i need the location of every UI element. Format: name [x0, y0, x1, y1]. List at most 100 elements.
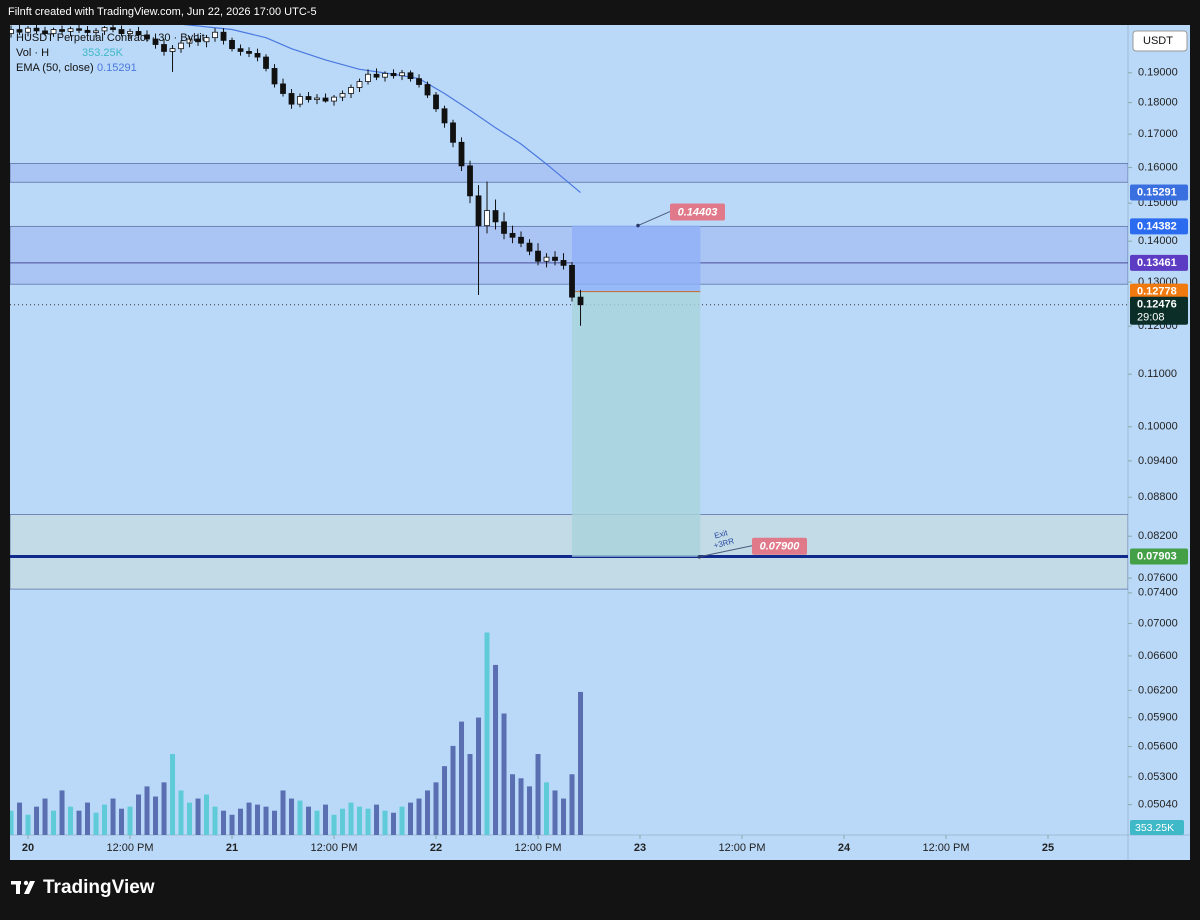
volume-bar [365, 808, 371, 835]
candle-body [373, 73, 380, 78]
volume-bar [110, 798, 116, 835]
price-badge [1130, 184, 1188, 201]
y-tick-label: 0.17000 [1138, 128, 1178, 140]
volume-bar [212, 806, 218, 835]
candle-body [305, 96, 312, 100]
volume-bar [433, 782, 439, 835]
candle-body [509, 232, 516, 238]
volume-bar [280, 790, 286, 835]
candle-body [356, 81, 363, 88]
volume-bar [10, 810, 14, 835]
candle-body [280, 83, 286, 94]
candle-body [10, 29, 14, 34]
volume-bar [221, 810, 227, 835]
price-badge-label: 0.12778 [1137, 285, 1177, 297]
volume-bar [102, 804, 108, 835]
y-tick-label: 0.05040 [1138, 799, 1178, 811]
x-tick-label: 25 [1042, 842, 1054, 854]
y-tick-label: 0.06600 [1138, 650, 1178, 662]
volume-bar [527, 786, 533, 835]
y-tick-label: 0.10000 [1138, 421, 1178, 433]
candle-body [212, 31, 218, 39]
x-tick-label: 12:00 PM [922, 842, 969, 854]
candle-body [186, 38, 193, 44]
volume-bar [25, 814, 31, 835]
candle-body [152, 38, 159, 45]
candle-body [339, 93, 346, 98]
y-tick-label: 0.05900 [1138, 712, 1178, 724]
candle-body [118, 29, 125, 34]
volume-bar [425, 790, 431, 835]
candle-body [271, 68, 278, 85]
volume-bar [501, 713, 507, 835]
candle-body [254, 52, 261, 58]
candle-body [229, 39, 235, 50]
volume-bar [17, 802, 23, 835]
volume-bar [263, 806, 269, 835]
candle-body [552, 256, 558, 261]
volume-bar [42, 798, 48, 835]
volume-bar [399, 806, 405, 835]
volume-bar [238, 808, 244, 835]
volume-bar [204, 794, 210, 835]
countdown-label: 29:08 [1137, 312, 1165, 324]
position-stop-zone [572, 225, 701, 292]
volume-bar [272, 810, 278, 835]
y-tick-label: 0.05300 [1138, 771, 1178, 783]
last-price-label: 0.12476 [1137, 299, 1177, 311]
header-text: Filnft created with TradingView.com, Jun… [8, 6, 317, 18]
zone [10, 225, 1128, 285]
x-tick-label: 12:00 PM [106, 842, 153, 854]
candle-body [484, 210, 490, 227]
volume-bar [229, 814, 235, 835]
brand-logo [11, 880, 35, 894]
volume-bar [459, 721, 465, 835]
y-tick-label: 0.07400 [1138, 587, 1178, 599]
zone [10, 514, 1128, 590]
position-anchor [697, 554, 702, 559]
volume-bar [323, 804, 329, 835]
candle-body [314, 97, 320, 100]
position-label: 0.07900 [760, 541, 801, 553]
candle-body [518, 236, 524, 244]
candle-body [433, 94, 439, 110]
legend-ema-value: 0.15291 [97, 62, 137, 74]
candle-body [467, 165, 473, 197]
candle-body [84, 29, 91, 33]
y-tick-label: 0.16000 [1138, 161, 1178, 173]
volume-bar [374, 804, 380, 835]
position-note: Exit [713, 528, 729, 540]
candle-body [161, 44, 167, 52]
volume-bar [340, 808, 346, 835]
candle-body [59, 29, 65, 32]
candle-body [25, 27, 31, 33]
candle-body [127, 31, 133, 34]
y-tick-label: 0.07600 [1138, 572, 1178, 584]
volume-bar [578, 691, 584, 835]
candle-body [475, 195, 482, 227]
volume-bar [357, 806, 363, 835]
volume-bar [416, 798, 422, 835]
volume-bar [391, 812, 397, 835]
brand-name: TradingView [43, 877, 155, 898]
candle-body [144, 34, 150, 40]
volume-bar [442, 766, 448, 835]
volume-bar [246, 802, 252, 835]
volume-badge-label: 353.25K [1135, 822, 1174, 834]
x-tick-label: 24 [838, 842, 851, 854]
candle-body [560, 260, 567, 266]
volume-bar [544, 782, 550, 835]
volume-bar [153, 796, 159, 835]
volume-bar [127, 806, 133, 835]
candle-body [263, 56, 269, 69]
candle-body [501, 221, 507, 234]
volume-bar [93, 812, 99, 835]
volume-bar [34, 806, 40, 835]
legend-volume-name: Vol · H [16, 47, 49, 59]
y-tick-label: 0.08200 [1138, 530, 1178, 542]
price-badge-label: 0.15291 [1137, 186, 1177, 198]
candle-body [577, 296, 584, 306]
x-tick-label: 22 [430, 842, 442, 854]
candle-body [535, 250, 541, 262]
